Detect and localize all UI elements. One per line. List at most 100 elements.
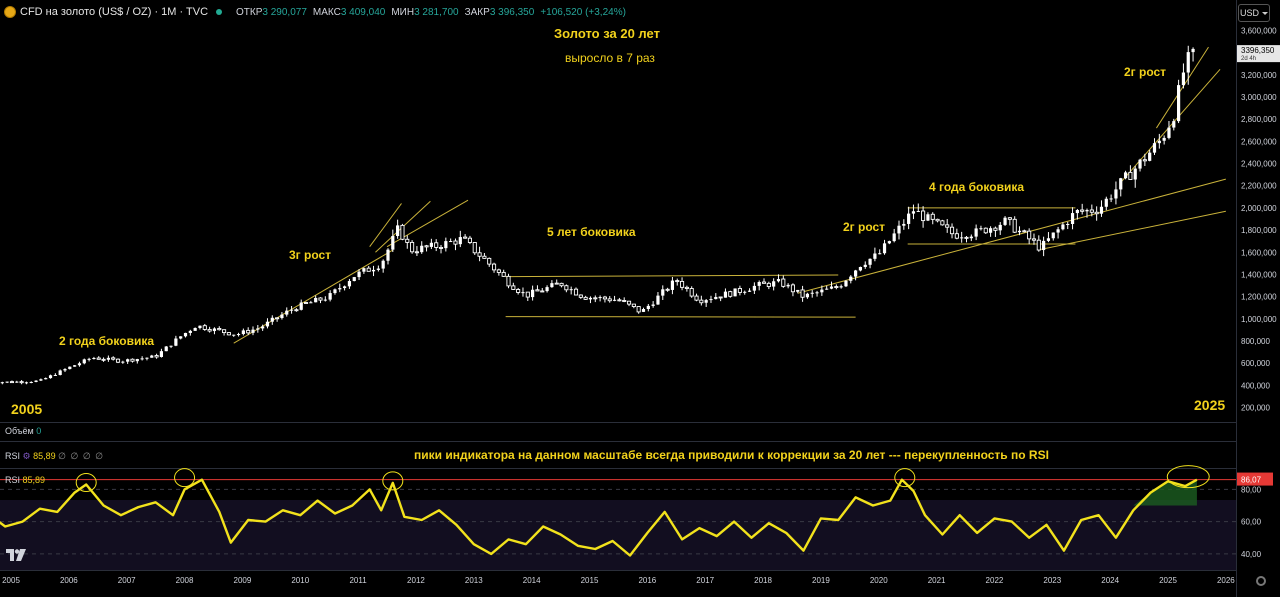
time-tick-label: 2021 — [928, 576, 946, 585]
candle-body — [453, 240, 458, 245]
volume-label: Объём — [5, 426, 34, 436]
candle-body — [371, 269, 376, 272]
candle-body — [333, 289, 337, 294]
time-tick-label: 2015 — [581, 576, 599, 585]
settings-icon[interactable] — [1256, 576, 1266, 586]
candle-body — [1075, 209, 1079, 214]
candle-body — [15, 381, 19, 383]
rsi-tick-label: 40,00 — [1241, 550, 1262, 559]
candle-body — [207, 328, 212, 332]
candle-body — [343, 286, 347, 289]
tradingview-logo-icon — [6, 549, 26, 561]
candle-body — [935, 218, 940, 222]
candle-body — [130, 358, 135, 362]
ohlc-high: МАКС3 409,040 — [312, 6, 386, 18]
annotation-subtitle: выросло в 7 раз — [565, 51, 655, 65]
candle-body — [521, 292, 525, 294]
candle-body — [1157, 140, 1161, 144]
candle-body — [979, 228, 983, 230]
currency-selector[interactable]: USD — [1238, 4, 1270, 22]
candle-body — [82, 359, 86, 364]
candle-body — [24, 382, 29, 384]
annotation-range-2y: 2 года боковика — [59, 334, 154, 348]
candle-body — [709, 299, 713, 301]
candle-body — [988, 228, 993, 233]
candle-body — [665, 288, 670, 291]
candle-body — [400, 224, 405, 240]
candle-body — [140, 358, 144, 360]
rsi-legend[interactable]: RSI ⚙ 85,89 ∅ ∅ ∅ ∅ — [5, 451, 104, 462]
candle-body — [270, 317, 274, 322]
market-status-icon — [216, 9, 223, 15]
candle-body — [511, 285, 516, 290]
last-price-tag — [1237, 45, 1280, 63]
candle-body — [444, 241, 448, 249]
candle-body — [718, 296, 723, 299]
candle-body — [593, 297, 598, 300]
time-tick-label: 2020 — [870, 576, 888, 585]
price-tick-label: 400,000 — [1241, 381, 1270, 390]
price-tick-label: 600,000 — [1241, 359, 1270, 368]
candle-body — [993, 227, 998, 231]
candle-body — [357, 271, 361, 278]
candle-body — [1066, 223, 1070, 225]
candle-body — [434, 242, 439, 248]
candle-body — [1133, 168, 1137, 180]
candle-body — [1085, 209, 1089, 212]
candle-body — [954, 233, 959, 239]
candle-body — [757, 282, 761, 286]
candle-body — [299, 302, 303, 310]
time-axis: 2005 2006 2007 2008 2009 2010 2011 2012 2013 2014… — [2, 576, 1235, 585]
candle-body — [115, 358, 121, 363]
rsi-pane-legend[interactable]: RSI 85,89 — [5, 475, 45, 485]
candle-body — [463, 236, 468, 239]
symbol-title[interactable]: CFD на золото (US$ / OZ) · 1M · TVC — [20, 6, 209, 18]
time-tick-label: 2017 — [696, 576, 714, 585]
candle-body — [303, 302, 309, 304]
candle-body — [1181, 72, 1186, 86]
candle-body — [641, 309, 646, 312]
candle-body — [48, 375, 53, 379]
candle-body — [631, 303, 636, 307]
price-tick-label: 3,000,000 — [1241, 93, 1277, 102]
gold-coin-icon — [4, 6, 16, 18]
candle-body — [661, 289, 665, 296]
candle-body — [998, 224, 1002, 231]
candle-body — [598, 297, 602, 299]
volume-legend[interactable]: Объём 0 — [5, 426, 41, 436]
candle-body — [825, 288, 829, 290]
candle-body — [583, 296, 588, 300]
candle-body — [656, 295, 660, 305]
candle-body — [96, 357, 101, 360]
candle-body — [646, 305, 650, 310]
candle-body — [1056, 229, 1060, 233]
annotation-growth-3y: 3г рост — [289, 248, 332, 262]
candle-body — [545, 287, 549, 292]
candle-body — [323, 299, 327, 301]
annotation-year-start: 2005 — [11, 401, 43, 417]
candle-body — [68, 366, 72, 370]
annotation-growth-2y-b: 2г рост — [1124, 65, 1167, 79]
trendline — [797, 178, 1226, 294]
candle-body — [222, 329, 227, 334]
time-tick-label: 2009 — [234, 576, 252, 585]
time-tick-label: 2023 — [1043, 576, 1061, 585]
candle-body — [974, 228, 978, 237]
candle-body — [916, 210, 920, 212]
candle-body — [569, 289, 573, 291]
candle-body — [531, 289, 535, 298]
candle-body — [714, 296, 718, 300]
candle-body — [1114, 189, 1118, 199]
candle-body — [501, 271, 506, 277]
candle-body — [280, 314, 284, 319]
candle-body — [487, 257, 492, 265]
candle-body — [516, 289, 521, 293]
rsi-peak-circle — [1166, 465, 1210, 489]
candle-body — [289, 309, 294, 311]
candle-body — [236, 334, 241, 336]
candle-body — [1172, 121, 1176, 128]
candle-body — [111, 357, 116, 360]
candle-body — [1022, 230, 1027, 233]
candle-body — [376, 268, 380, 270]
candle-body — [1128, 171, 1133, 180]
